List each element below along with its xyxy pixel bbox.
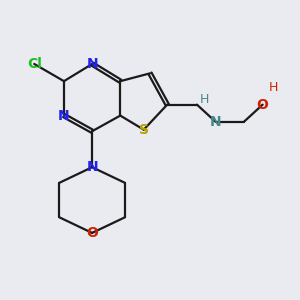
Text: H: H: [269, 81, 278, 94]
Text: N: N: [86, 57, 98, 71]
Text: O: O: [86, 226, 98, 240]
Text: S: S: [139, 123, 149, 137]
Text: Cl: Cl: [27, 57, 42, 71]
Text: H: H: [200, 93, 209, 106]
Text: O: O: [257, 98, 268, 112]
Text: N: N: [58, 109, 70, 123]
Text: N: N: [86, 160, 98, 174]
Text: N: N: [210, 115, 221, 129]
